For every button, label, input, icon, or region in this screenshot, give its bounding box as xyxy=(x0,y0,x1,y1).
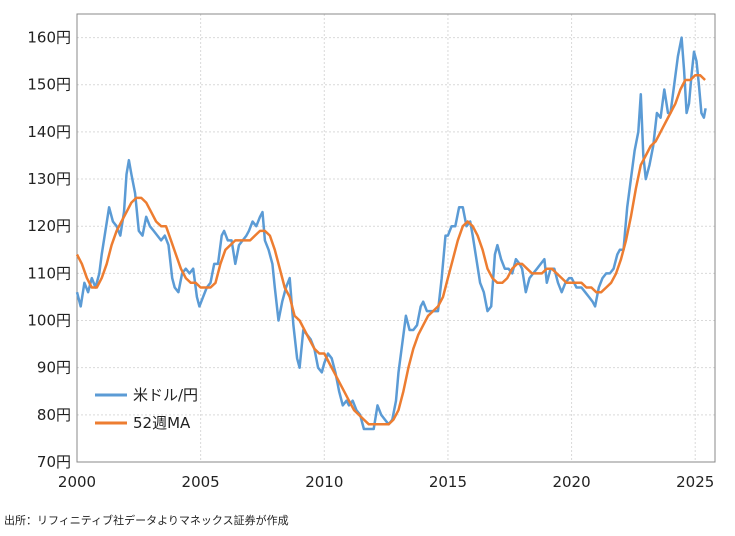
y-tick-label: 160円 xyxy=(27,29,71,47)
series-lines xyxy=(75,36,707,431)
x-tick-label: 2015 xyxy=(429,473,467,491)
legend-label: 米ドル/円 xyxy=(133,386,198,404)
y-tick-label: 90円 xyxy=(37,359,71,377)
x-tick-label: 2005 xyxy=(182,473,220,491)
y-tick-label: 100円 xyxy=(27,312,71,330)
y-tick-label: 120円 xyxy=(27,217,71,235)
y-tick-label: 70円 xyxy=(37,453,71,471)
series-line-usdjpy xyxy=(75,36,707,431)
y-tick-label: 110円 xyxy=(27,264,71,282)
plot-area-frame xyxy=(76,13,716,463)
y-tick-label: 140円 xyxy=(27,123,71,141)
legend: 米ドル/円 52週MA xyxy=(95,386,198,432)
x-axis-tick-labels: 2000 2005 2010 2015 2020 2025 xyxy=(58,473,714,491)
y-tick-label: 130円 xyxy=(27,170,71,188)
x-tick-label: 2000 xyxy=(58,473,96,491)
x-tick-label: 2025 xyxy=(676,473,714,491)
x-tick-label: 2010 xyxy=(305,473,343,491)
series-line-ma52 xyxy=(75,74,706,426)
y-axis-tick-labels: 70円 80円 90円 100円 110円 120円 130円 140円 150円 160円 xyxy=(27,29,71,471)
legend-label: 52週MA xyxy=(133,414,191,432)
y-tick-label: 150円 xyxy=(27,76,71,94)
source-note: 出所：リフィニティブ社データよりマネックス証券が作成 xyxy=(4,514,289,527)
y-tick-label: 80円 xyxy=(37,406,71,424)
x-tick-label: 2020 xyxy=(552,473,590,491)
